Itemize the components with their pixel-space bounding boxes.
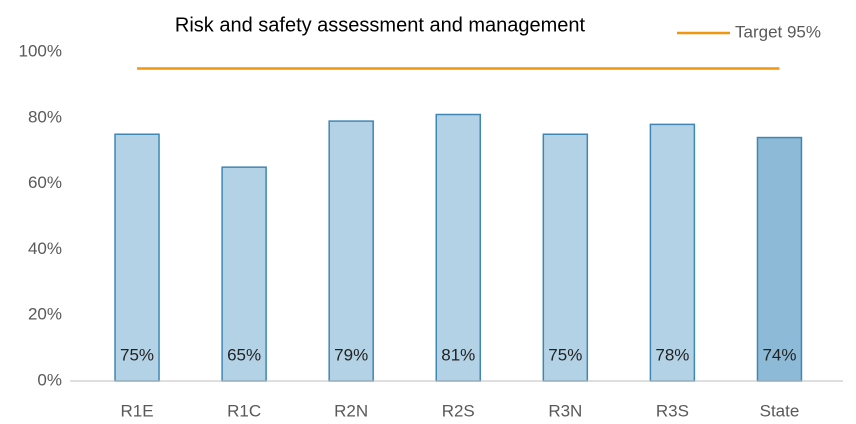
- value-label: 81%: [441, 345, 475, 364]
- x-tick-label: R2N: [334, 401, 368, 420]
- y-tick-label: 20%: [28, 305, 62, 324]
- bar: [435, 113, 481, 382]
- legend-label: Target 95%: [735, 22, 821, 41]
- x-tick-label: R1E: [120, 401, 153, 420]
- value-label: 79%: [334, 345, 368, 364]
- bar: [756, 136, 803, 382]
- bar: [114, 133, 160, 382]
- bar: [221, 166, 267, 382]
- chart-title: Risk and safety assessment and managemen…: [175, 14, 586, 36]
- bar: [328, 120, 374, 382]
- bar: [649, 123, 696, 382]
- x-tick-label: R2S: [442, 401, 475, 420]
- y-tick-label: 0%: [37, 370, 62, 389]
- x-tick-label: R3N: [548, 401, 582, 420]
- y-tick-label: 80%: [28, 107, 62, 126]
- value-label: 65%: [227, 345, 261, 364]
- bar: [542, 133, 589, 382]
- x-tick-label: State: [760, 401, 800, 420]
- y-tick-label: 40%: [28, 239, 62, 258]
- value-label: 74%: [762, 345, 796, 364]
- value-label: 75%: [120, 345, 154, 364]
- x-tick-label: R1C: [227, 401, 261, 420]
- x-tick-label: R3S: [656, 401, 689, 420]
- y-tick-label: 60%: [28, 173, 62, 192]
- value-label: 78%: [655, 345, 689, 364]
- value-label: 75%: [548, 345, 582, 364]
- y-tick-label: 100%: [19, 41, 62, 60]
